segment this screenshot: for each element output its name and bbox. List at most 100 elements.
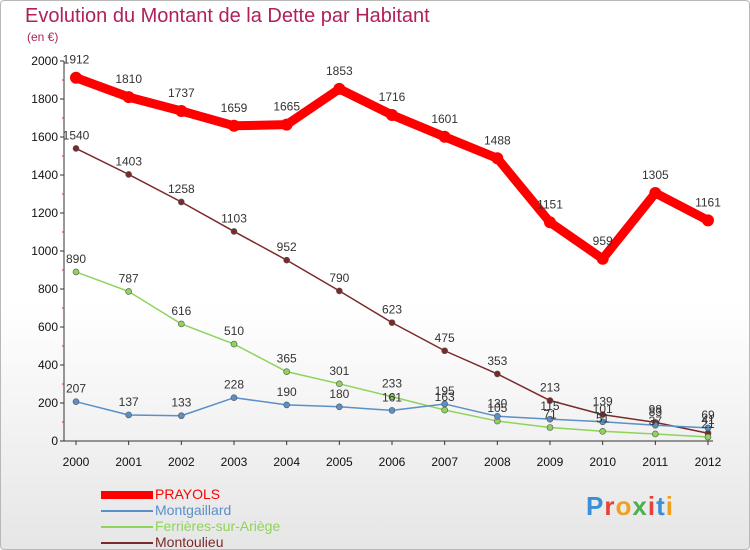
series-2-point [441, 406, 448, 414]
x-tick-label: 2007 [431, 455, 458, 469]
series-1-value-label: 130 [487, 396, 507, 410]
series-3-point [546, 397, 554, 404]
series-2-value-label: 71 [543, 408, 557, 422]
x-tick-label: 2010 [589, 455, 616, 469]
series-3-value-label: 353 [487, 354, 507, 368]
series-3-point [599, 411, 606, 418]
series-3-value-label: 1103 [221, 211, 247, 225]
series-1-point [388, 407, 396, 414]
series-3-point [494, 370, 501, 378]
x-tick-label: 2012 [695, 455, 722, 469]
series-2-value-label: 21 [701, 417, 715, 431]
x-tick-label: 2004 [273, 455, 300, 469]
series-2-point [230, 340, 238, 348]
logo-letter: i [647, 491, 657, 521]
x-tick-label: 2002 [168, 455, 195, 469]
series-1-point [72, 398, 80, 405]
series-1-point [125, 411, 132, 419]
proxiti-logo: Proxiti [586, 491, 674, 522]
series-3-point [72, 145, 80, 152]
series-1-point [704, 424, 712, 432]
series-0-value-label: 1659 [221, 101, 248, 115]
series-1-value-label: 207 [66, 382, 86, 396]
y-tick-label: 0 [51, 434, 58, 448]
series-1-value-label: 190 [277, 385, 297, 399]
series-3-value-label: 98 [649, 402, 663, 416]
series-0-value-label: 1161 [695, 195, 721, 209]
x-tick-label: 2005 [326, 455, 353, 469]
y-tick-label: 1000 [31, 244, 58, 258]
series-0-point [438, 130, 451, 143]
series-1-value-label: 180 [329, 387, 349, 401]
series-1-point [599, 418, 606, 426]
series-3-value-label: 139 [593, 395, 613, 409]
series-3-value-label: 952 [277, 240, 297, 254]
series-0-point [702, 214, 714, 227]
series-2-value-label: 787 [119, 271, 139, 285]
series-0-point [333, 82, 346, 95]
series-3-value-label: 475 [435, 331, 455, 345]
series-0-point [596, 252, 609, 265]
series-2-point [125, 288, 132, 295]
series-1-value-label: 195 [435, 384, 455, 398]
series-0-point [122, 91, 135, 104]
series-1-point [178, 412, 185, 420]
series-0-value-label: 1716 [379, 90, 406, 104]
series-0-line [71, 73, 713, 264]
series-1-value-label: 83 [649, 405, 663, 419]
legend-label: Ferrières-sur-Ariège [155, 518, 281, 534]
series-0-value-label: 1912 [63, 53, 90, 67]
series-0-point [280, 118, 293, 131]
series-0-point [491, 152, 504, 165]
logo-letter: o [615, 491, 633, 521]
series-0-point [544, 216, 556, 229]
logo-letter: t [656, 491, 666, 521]
series-3-point [125, 171, 132, 178]
series-0-value-label: 1601 [431, 112, 458, 126]
series-0-point [228, 119, 240, 132]
series-2-point [652, 430, 659, 438]
series-0-value-label: 1737 [168, 86, 195, 100]
series-1-value-label: 133 [171, 396, 191, 410]
series-1-value-label: 161 [382, 390, 402, 404]
series-1-point [494, 412, 501, 420]
series-1-value-label: 101 [593, 402, 613, 416]
y-tick-label: 1600 [31, 130, 58, 144]
chart-subtitle: (en €) [27, 30, 59, 44]
series-2-value-label: 301 [329, 364, 349, 378]
y-tick-label: 600 [38, 320, 58, 334]
series-2-value-label: 37 [649, 414, 663, 428]
series-2-point [283, 368, 290, 375]
y-tick-label: 2000 [31, 54, 58, 68]
logo-letter: i [665, 491, 674, 521]
series-3-value-label: 790 [329, 271, 349, 285]
series-0-value-label: 959 [593, 234, 613, 248]
series-0-value-label: 1665 [273, 100, 300, 114]
x-tick-label: 2000 [63, 455, 90, 469]
series-1-point [336, 403, 343, 411]
x-tick-label: 2003 [221, 455, 248, 469]
legend-swatch [101, 526, 153, 528]
y-tick-label: 1400 [31, 168, 58, 182]
y-tick-label: 1800 [31, 92, 58, 106]
series-3-value-label: 1258 [168, 182, 195, 196]
legend-label: Montgaillard [155, 502, 232, 518]
series-1-value-label: 69 [701, 408, 715, 422]
series-2-value-label: 890 [66, 252, 86, 266]
series-3-point [336, 287, 343, 295]
series-2-value-label: 51 [596, 411, 610, 425]
logo-letter: P [586, 491, 605, 521]
series-1-point [283, 401, 290, 409]
legend-swatch [101, 510, 153, 512]
legend-swatch [101, 542, 153, 544]
series-2-point [704, 433, 712, 441]
series-0-point [70, 71, 82, 84]
series-1-point [441, 400, 448, 408]
logo-letter: x [632, 491, 648, 521]
x-tick-label: 2009 [537, 455, 564, 469]
series-3-value-label: 623 [382, 303, 402, 317]
series-0-value-label: 1810 [115, 72, 142, 86]
y-tick-label: 400 [38, 358, 58, 372]
